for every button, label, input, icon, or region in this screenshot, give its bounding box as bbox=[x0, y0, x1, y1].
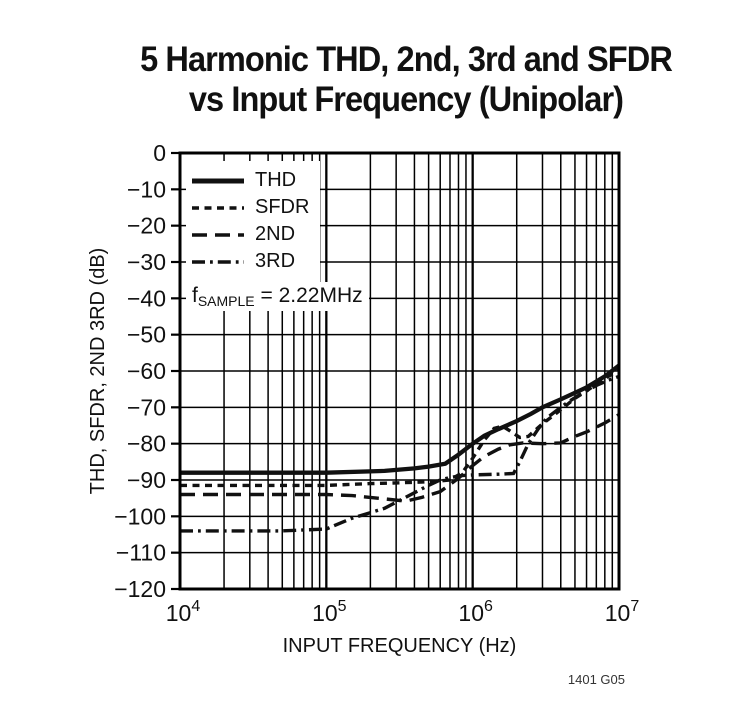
series-thd-line bbox=[180, 363, 619, 475]
series-sfdr-line bbox=[180, 368, 619, 488]
series-group bbox=[180, 363, 619, 533]
y-tick-label: −70 bbox=[127, 394, 166, 420]
x-axis-title: INPUT FREQUENCY (Hz) bbox=[283, 635, 517, 657]
x-tick-exponent: 7 bbox=[630, 598, 639, 615]
y-tick-marks bbox=[171, 151, 180, 591]
legend-label-3rd: 3RD bbox=[255, 250, 296, 272]
y-tick-label: −30 bbox=[127, 249, 166, 275]
y-tick-label: −100 bbox=[114, 503, 166, 529]
annotation-subscript: SAMPLE bbox=[197, 293, 255, 309]
y-tick-label: −50 bbox=[127, 322, 166, 348]
chart-title-line1: 5 Harmonic THD, 2nd, 3rd and SFDR bbox=[140, 40, 673, 79]
sample-rate-annotation: fSAMPLE = 2.22MHz bbox=[192, 282, 369, 311]
x-tick-exponent: 6 bbox=[484, 598, 493, 615]
legend-label-thd: THD bbox=[255, 169, 297, 191]
x-tick-exponent: 4 bbox=[191, 598, 200, 615]
legend-dotted-line-sample bbox=[192, 205, 244, 210]
legend-item-thd: THD bbox=[192, 167, 320, 194]
y-tick-label: −80 bbox=[127, 431, 166, 457]
annotation-f: f bbox=[192, 284, 198, 307]
y-tick-label: 0 bbox=[153, 140, 166, 166]
x-tick-label: 107 bbox=[605, 598, 640, 626]
annotation-value: = 2.22MHz bbox=[254, 284, 363, 307]
y-axis-title: THD, SFDR, 2ND 3RD (dB) bbox=[87, 248, 109, 495]
legend-item-sfdr: SFDR bbox=[192, 194, 320, 221]
y-tick-labels: 0 −10 −20 −30 −40 −50 −60 −70 −80 −90 −100 −110 −120 bbox=[114, 140, 166, 602]
x-tick-label: 105 bbox=[312, 598, 347, 626]
x-tick-labels: 104 105 106 107 bbox=[166, 598, 640, 626]
legend-item-3rd: 3RD bbox=[192, 248, 320, 275]
legend-dashed-line-sample bbox=[192, 232, 244, 237]
series-3rd-line bbox=[180, 374, 619, 533]
x-tick-label: 106 bbox=[458, 598, 493, 626]
series-2nd-line bbox=[180, 413, 619, 503]
legend-item-2nd: 2ND bbox=[192, 221, 320, 248]
y-tick-label: −120 bbox=[114, 576, 166, 602]
legend-entries: THD SFDR 2ND 3RD bbox=[192, 167, 320, 275]
y-tick-label: −110 bbox=[116, 540, 166, 566]
y-tick-label: −40 bbox=[127, 285, 166, 311]
chart-title-line2: vs Input Frequency (Unipolar) bbox=[188, 80, 624, 119]
figure-number: 1401 G05 bbox=[567, 672, 625, 687]
chart-legend: THD SFDR 2ND 3RD fSAMPLE = 2.22MHz bbox=[186, 161, 369, 311]
legend-solid-line-sample bbox=[192, 178, 244, 183]
x-tick-label: 104 bbox=[166, 598, 201, 626]
y-tick-label: −90 bbox=[127, 467, 166, 493]
legend-dashdot-line-sample bbox=[192, 259, 244, 264]
legend-label-sfdr: SFDR bbox=[255, 196, 310, 218]
y-tick-label: −60 bbox=[127, 358, 166, 384]
y-tick-label: −10 bbox=[127, 176, 166, 202]
chart-title: 5 Harmonic THD, 2nd, 3rd and SFDR vs Inp… bbox=[81, 40, 730, 120]
legend-label-2nd: 2ND bbox=[255, 223, 296, 245]
y-tick-label: −20 bbox=[127, 213, 166, 239]
x-tick-exponent: 5 bbox=[338, 598, 347, 615]
